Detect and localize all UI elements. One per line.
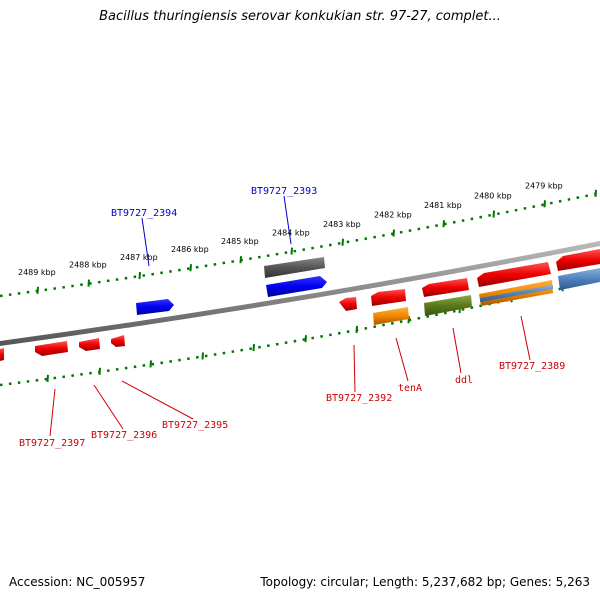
leader-bt9727-2395 — [121, 380, 194, 420]
ruler-label: 2486 kbp — [171, 245, 209, 254]
outer-major-tick — [492, 210, 495, 218]
ruler-label: 2484 kbp — [272, 229, 310, 238]
gene-bt9727-2395[interactable] — [111, 335, 125, 347]
inner-major-tick — [201, 352, 204, 360]
outer-major-tick — [189, 264, 192, 272]
label-bt9727-2396[interactable]: BT9727_2396 — [91, 430, 157, 441]
outer-major-tick — [87, 279, 90, 287]
accession-label: Accession: NC_005957 — [9, 575, 146, 589]
gene-red-left-edge[interactable] — [0, 348, 4, 361]
inner-strand-genes — [0, 249, 600, 361]
outer-major-tick — [290, 247, 293, 255]
outer-ruler: 2489 kbp 2488 kbp 2487 kbp 2486 kbp 2485 kbp… — [0, 181, 600, 298]
gene-steel-edge[interactable] — [558, 268, 600, 290]
label-bt9727-2389[interactable]: BT9727_2389 — [499, 361, 565, 372]
ruler-label: 2481 kbp — [424, 201, 462, 210]
inner-major-tick — [149, 360, 152, 368]
ruler-label: 2489 kbp — [18, 268, 56, 277]
outer-major-tick — [341, 238, 344, 246]
map-title: Bacillus thuringiensis serovar konkukian… — [99, 9, 501, 24]
label-bt9727-2395[interactable]: BT9727_2395 — [162, 420, 228, 431]
label-ddl[interactable]: ddl — [455, 375, 473, 386]
inner-major-tick — [98, 367, 101, 375]
gene-bt9727-2396[interactable] — [79, 338, 100, 351]
inner-major-tick — [46, 374, 49, 382]
outer-major-tick — [138, 272, 141, 280]
leader-bt9727-2389 — [520, 315, 531, 361]
ruler-label: 2480 kbp — [474, 192, 512, 201]
gene-ddl[interactable] — [424, 295, 472, 316]
genome-backbone — [0, 241, 600, 346]
inner-major-tick — [355, 325, 358, 334]
ruler-label: 2479 kbp — [525, 181, 563, 190]
gene-bt9727-2392[interactable] — [339, 297, 357, 311]
outer-major-tick — [442, 220, 445, 228]
leader-bt9727-2394 — [141, 217, 150, 267]
inner-major-tick — [252, 344, 255, 352]
gene-red-2389a[interactable] — [477, 262, 551, 287]
inner-major-tick — [304, 335, 307, 343]
label-bt9727-2392[interactable]: BT9727_2392 — [326, 393, 392, 404]
gene-red-edge-top[interactable] — [556, 249, 600, 271]
outer-major-tick — [392, 229, 395, 237]
outer-ruler-dots — [0, 191, 600, 298]
genome-summary: Topology: circular; Length: 5,237,682 bp… — [260, 575, 590, 589]
leader-bt9727-2397 — [49, 388, 56, 437]
gene-red-2390a[interactable] — [422, 278, 469, 297]
leader-ddl — [452, 327, 462, 374]
ruler-label: 2488 kbp — [69, 261, 107, 270]
leader-tena — [395, 337, 409, 382]
outer-major-tick — [594, 189, 597, 197]
label-bt9727-2397[interactable]: BT9727_2397 — [19, 438, 85, 449]
leader-lines — [49, 195, 531, 437]
gene-bt9727-2389-overlay — [480, 285, 553, 302]
gene-gray-2393[interactable] — [264, 257, 325, 278]
outer-major-tick — [543, 200, 546, 208]
label-tena[interactable]: tenA — [398, 383, 422, 394]
label-bt9727-2394[interactable]: BT9727_2394 — [111, 208, 177, 219]
gene-tena[interactable] — [373, 307, 409, 325]
gene-bt9727-2394[interactable] — [136, 299, 174, 315]
ruler-label: 2482 kbp — [374, 211, 412, 220]
leader-bt9727-2393 — [283, 195, 292, 245]
leader-bt9727-2396 — [93, 384, 124, 430]
gene-labels: BT9727_2394 BT9727_2393 BT9727_2392 tenA… — [19, 186, 565, 449]
ruler-label: 2485 kbp — [221, 237, 259, 246]
leader-bt9727-2392 — [353, 344, 356, 393]
gene-bt9727-2397[interactable] — [35, 341, 68, 356]
ruler-label: 2483 kbp — [323, 220, 361, 229]
label-bt9727-2393[interactable]: BT9727_2393 — [251, 186, 317, 197]
gene-red-2391a[interactable] — [371, 289, 406, 306]
inner-major-tick — [407, 316, 410, 324]
gene-bt9727-2393[interactable] — [266, 276, 327, 297]
outer-major-tick — [239, 256, 242, 264]
ruler-label: 2487 kbp — [120, 253, 158, 262]
outer-strand-genes — [136, 257, 327, 315]
outer-major-tick — [36, 286, 39, 294]
